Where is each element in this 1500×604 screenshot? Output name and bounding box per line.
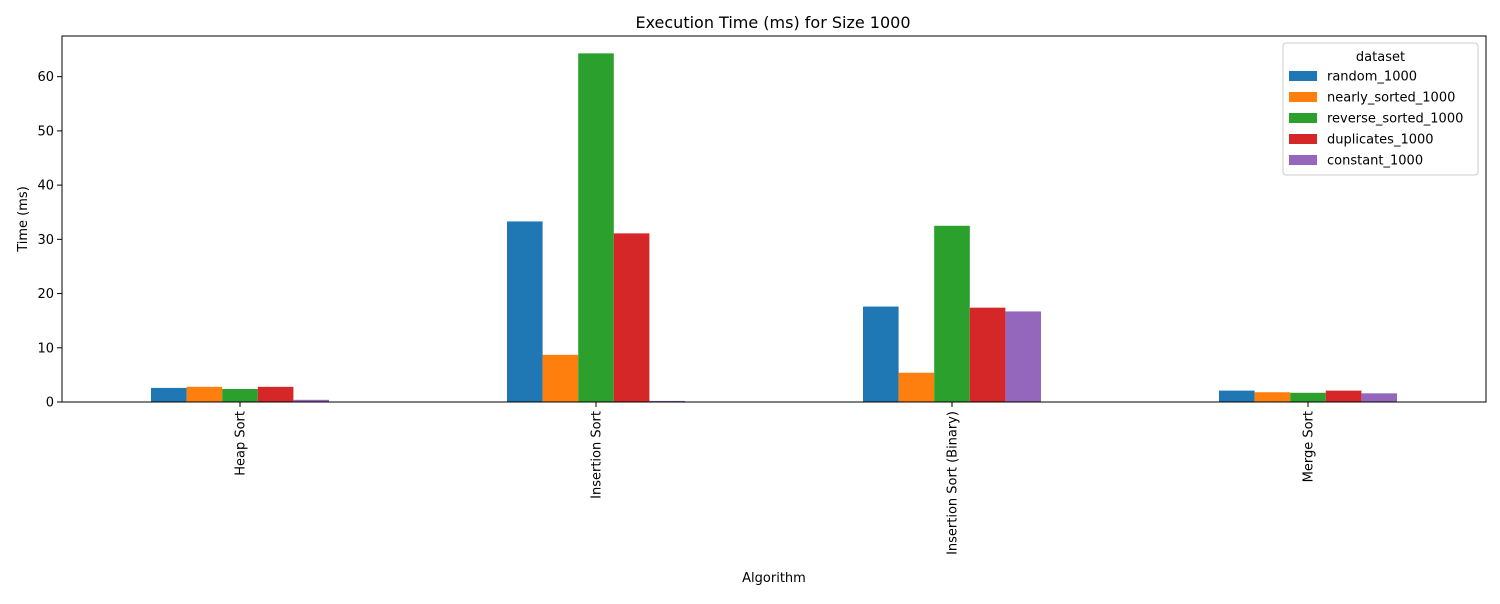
bar-nearly_sorted_1000-1 (542, 354, 579, 402)
bar-random_1000-0 (151, 387, 187, 402)
y-tick-label: 60 (37, 70, 54, 85)
legend-entry-reverse_sorted_1000: reverse_sorted_1000 (1327, 112, 1463, 127)
x-axis-label: Algorithm (742, 571, 806, 586)
chart-title: Execution Time (ms) for Size 1000 (635, 13, 910, 32)
bar-duplicates_1000-0 (257, 386, 294, 402)
legend-swatch-constant_1000 (1289, 155, 1317, 165)
legend-title: dataset (1356, 50, 1405, 65)
legend-frame (1282, 42, 1479, 176)
bar-random_1000-1 (507, 221, 543, 402)
legend: dataset random_1000 nearly_sorted_1000reve… (1282, 42, 1479, 176)
y-tick-label: 20 (37, 287, 54, 302)
y-tick-label: 0 (46, 396, 54, 411)
bar-constant_1000-2 (1005, 311, 1041, 402)
bar-constant_1000-1 (649, 400, 685, 402)
bar-constant_1000-0 (293, 399, 329, 402)
y-tick-label: 10 (37, 341, 54, 356)
bar-duplicates_1000-1 (613, 233, 650, 402)
legend-swatch-nearly_sorted_1000 (1289, 92, 1317, 102)
bars-group (151, 53, 1397, 403)
bar-nearly_sorted_1000-0 (186, 386, 223, 402)
legend-swatch-random_1000 (1289, 71, 1317, 81)
legend-swatch-reverse_sorted_1000 (1289, 113, 1317, 123)
bar-nearly_sorted_1000-2 (898, 372, 935, 402)
legend-entry-constant_1000: constant_1000 (1327, 154, 1423, 169)
bar-nearly_sorted_1000-3 (1254, 392, 1291, 402)
y-tick-label: 50 (37, 124, 54, 139)
y-tick-label: 30 (37, 233, 54, 248)
bar-constant_1000-3 (1361, 393, 1397, 402)
bar-random_1000-2 (863, 306, 899, 402)
bar-random_1000-3 (1219, 390, 1255, 402)
x-tick-label: Insertion Sort (Binary) (946, 411, 961, 555)
bar-reverse_sorted_1000-1 (578, 53, 614, 403)
x-tick-label: Heap Sort (234, 411, 249, 476)
bar-reverse_sorted_1000-0 (222, 388, 258, 402)
y-tick-label: 40 (37, 179, 54, 194)
plot-frame (61, 35, 1487, 403)
bar-duplicates_1000-3 (1325, 390, 1362, 402)
legend-entry-duplicates_1000: duplicates_1000 (1327, 133, 1434, 148)
bar-reverse_sorted_1000-3 (1290, 392, 1326, 402)
y-axis-label: Time (ms) (16, 186, 31, 253)
x-tick-label: Merge Sort (1302, 411, 1317, 482)
bar-reverse_sorted_1000-2 (934, 225, 970, 402)
y-axis: 0 10 20 30 40 50 60 (37, 70, 62, 411)
legend-entry-random_1000: random_1000 (1327, 70, 1417, 85)
bar-duplicates_1000-2 (969, 307, 1006, 402)
x-tick-label: Insertion Sort (590, 411, 605, 499)
x-axis: Heap Sort Insertion Sort Insertion Sort (B… (234, 402, 1317, 555)
legend-swatch-duplicates_1000 (1289, 134, 1317, 144)
legend-entry-nearly_sorted_1000: nearly_sorted_1000 (1327, 91, 1455, 106)
